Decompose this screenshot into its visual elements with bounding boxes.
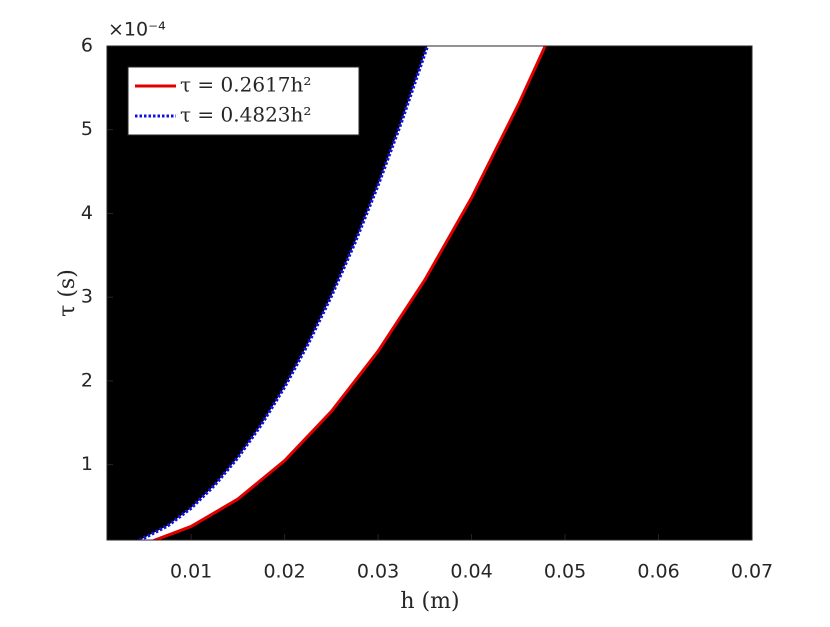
x-tick-label: 0.03 <box>357 561 399 583</box>
y-tick-label: 2 <box>81 369 93 391</box>
legend-label: τ = 0.2617h² <box>180 73 311 97</box>
x-tick-label: 0.01 <box>170 561 212 583</box>
y-tick-label: 1 <box>81 453 93 475</box>
legend-box <box>127 66 360 136</box>
x-tick-label: 0.04 <box>450 561 492 583</box>
y-exponent: ×10⁻⁴ <box>108 19 166 41</box>
x-tick-label: 0.07 <box>731 561 773 583</box>
feasible-region <box>140 46 546 540</box>
y-tick-label: 3 <box>81 286 93 308</box>
series-line <box>153 46 547 540</box>
y-tick-label: 5 <box>81 118 93 140</box>
y-axis-label: τ (s) <box>55 269 80 317</box>
x-tick-label: 0.05 <box>544 561 586 583</box>
y-tick-label: 4 <box>81 202 93 224</box>
plot-area <box>107 46 752 540</box>
x-tick-label: 0.06 <box>637 561 679 583</box>
y-tick-label: 6 <box>81 35 93 57</box>
x-tick-label: 0.02 <box>263 561 305 583</box>
legend-label: τ = 0.4823h² <box>180 103 311 127</box>
x-axis-label: h (m) <box>400 589 459 614</box>
axes-frame <box>106 45 753 541</box>
series-line <box>138 46 430 540</box>
